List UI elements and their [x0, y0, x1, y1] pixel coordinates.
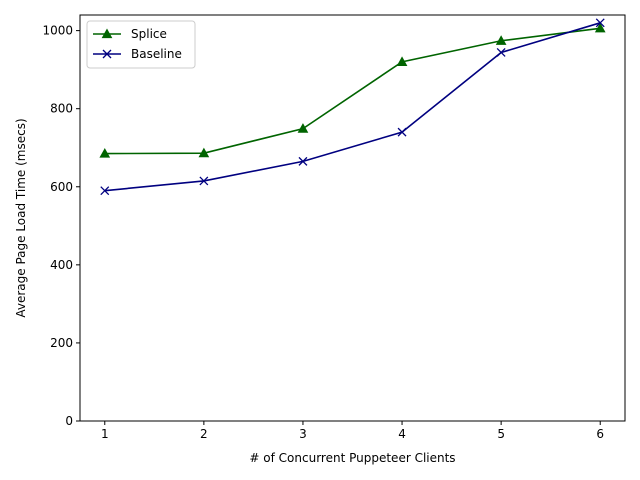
series-line-baseline: [104, 22, 601, 192]
data-point-splice: [99, 148, 111, 158]
legend-marker: [102, 49, 112, 59]
legend-box: [86, 20, 196, 69]
x-marker-stroke: [397, 127, 407, 137]
x-marker-stroke: [595, 18, 605, 28]
data-point-splice: [594, 22, 606, 33]
y-axis: 0 200 400 600 800 1000: [42, 24, 80, 428]
data-point-splice: [297, 123, 309, 133]
x-tick-label: 3: [299, 427, 307, 441]
x-marker-stroke: [298, 156, 308, 166]
y-tick-label: 0: [65, 414, 73, 428]
x-marker-stroke: [102, 49, 112, 59]
x-tick-label: 2: [200, 427, 208, 441]
legend-label: Baseline: [131, 47, 182, 61]
data-point-splice: [495, 35, 507, 45]
data-point-splice: [396, 56, 408, 66]
data-point-baseline: [199, 176, 209, 186]
legend: Splice Baseline: [86, 20, 196, 69]
data-point-baseline: [298, 156, 308, 166]
x-marker-stroke: [100, 186, 110, 196]
series-line-splice: [104, 27, 601, 155]
data-point-baseline: [496, 48, 506, 57]
y-tick-label: 800: [50, 102, 73, 116]
plot-frame: [79, 14, 626, 422]
y-tick-label: 400: [50, 258, 73, 272]
x-axis: 1 2 3 4 5 6: [101, 421, 604, 441]
x-marker-stroke: [496, 48, 506, 57]
plot-marks: [99, 18, 606, 196]
y-tick-label: 200: [50, 336, 73, 350]
y-tick-label: 600: [50, 180, 73, 194]
x-tick-label: 5: [497, 427, 505, 441]
data-point-baseline: [100, 186, 110, 196]
x-tick-label: 6: [596, 427, 604, 441]
x-marker-stroke: [199, 176, 209, 186]
data-point-splice: [198, 147, 210, 158]
y-axis-label: Average Page Load Time (msecs): [14, 118, 28, 317]
x-tick-label: 1: [101, 427, 109, 441]
y-tick-label: 1000: [42, 24, 73, 38]
x-tick-label: 4: [398, 427, 406, 441]
legend-marker: [101, 28, 113, 39]
data-point-baseline: [397, 127, 407, 137]
x-axis-label: # of Concurrent Puppeteer Clients: [249, 451, 455, 465]
data-point-baseline: [595, 18, 605, 28]
legend-label: Splice: [131, 27, 167, 41]
